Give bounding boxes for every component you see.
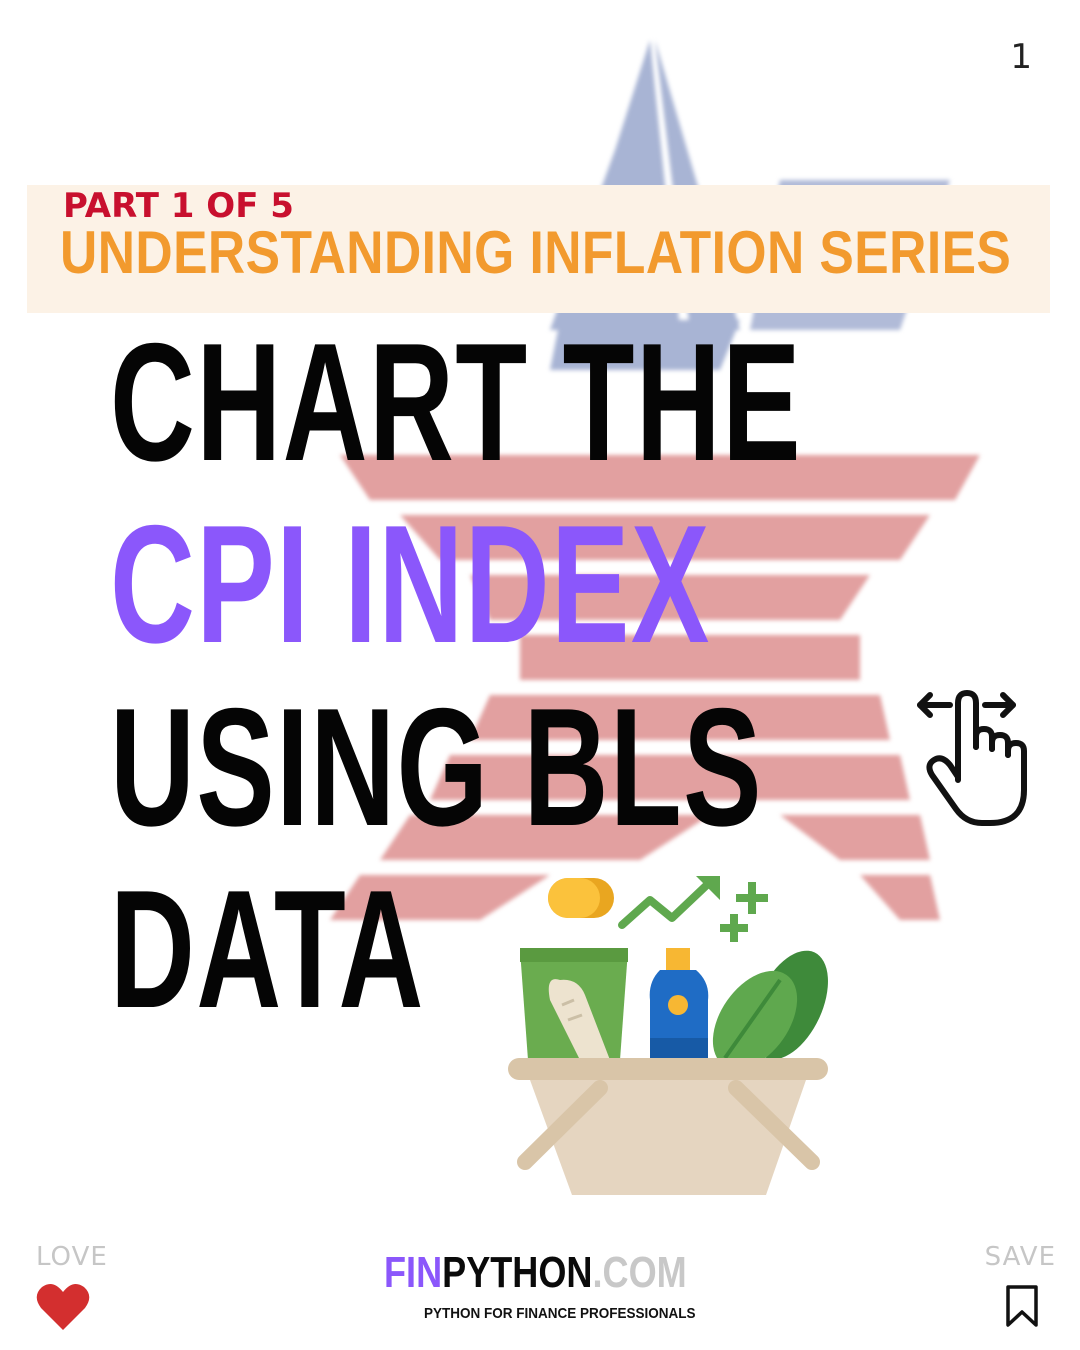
page-number: 1 [1010, 37, 1032, 77]
series-banner [27, 185, 1050, 313]
series-title: UNDERSTANDING INFLATION SERIES [60, 219, 1012, 286]
heart-icon[interactable] [36, 1282, 90, 1332]
swipe-hand-icon[interactable] [910, 685, 1035, 830]
headline-line-2: CPI INDEX [110, 490, 711, 678]
brand-tagline: PYTHON FOR FINANCE PROFESSIONALS [424, 1305, 696, 1322]
bookmark-icon[interactable] [1005, 1284, 1039, 1328]
love-label: LOVE [36, 1242, 108, 1272]
headline-line-3: USING BLS [110, 673, 763, 861]
save-label: SAVE [984, 1242, 1056, 1272]
brand-fin: FIN [384, 1248, 443, 1297]
headline-line-1: CHART THE [110, 308, 803, 496]
grocery-basket-icon [508, 876, 828, 1195]
series-part-label: PART 1 OF 5 [63, 186, 294, 226]
brand-com: .COM [592, 1248, 687, 1297]
headline-line-4: DATA [110, 855, 425, 1043]
brand-logo[interactable]: FINPYTHON.COM [384, 1250, 687, 1296]
brand-python: PYTHON [442, 1248, 593, 1297]
